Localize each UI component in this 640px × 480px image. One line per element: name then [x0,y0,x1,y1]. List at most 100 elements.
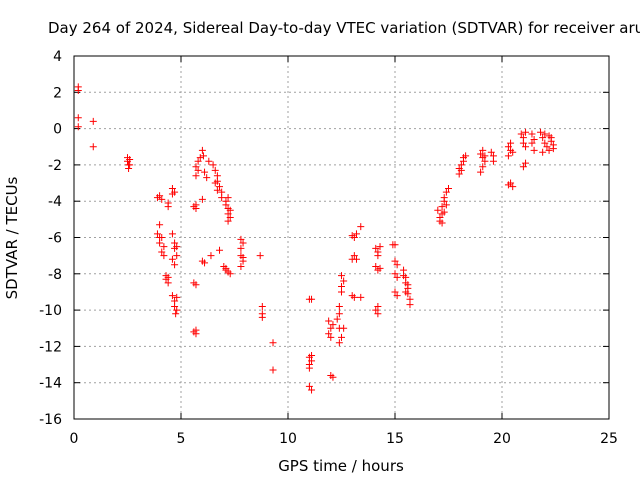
data-point [160,243,168,251]
y-tick-label: -10 [39,303,62,319]
data-point [372,306,380,314]
data-point [333,315,341,323]
data-point [489,157,497,165]
data-point [237,235,245,243]
data-point [393,292,401,300]
data-point [357,223,365,231]
data-point [442,188,450,196]
data-point [479,146,487,154]
y-tick-label: 4 [53,49,62,65]
grid-lines [74,56,609,419]
data-point [201,168,209,176]
data-point [325,330,333,338]
data-point [269,366,277,374]
x-tick-label: 20 [493,431,511,447]
data-point [522,143,530,151]
y-tick-label: -16 [39,412,62,428]
data-point [222,264,230,272]
data-point [74,123,82,131]
data-point [338,333,345,341]
data-point [192,163,200,171]
data-point [194,166,202,174]
tick-labels: 0 5 10 15 20 25 -16 -14 -12 -10 -8 -6 -4 -2 0 2 4 [39,49,618,447]
data-point [545,146,553,154]
data-point [160,252,168,260]
data-point [329,321,337,329]
data-point [530,135,538,143]
data-point [194,157,202,165]
data-point [329,373,337,381]
data-point [158,234,166,241]
data-point [462,152,470,160]
data-point [196,154,204,162]
data-point [211,179,219,187]
data-point [391,270,399,278]
data-point [226,206,234,214]
data-point [207,252,215,260]
data-point [211,166,219,174]
data-point [393,261,401,269]
data-point [372,263,380,271]
data-point [406,301,414,309]
data-point [224,210,232,218]
data-point [168,292,176,300]
data-point [519,139,527,147]
data-point [350,252,358,260]
data-point [543,143,551,151]
data-point [479,163,487,171]
data-point [325,317,333,325]
data-point [537,128,545,136]
data-point [237,263,245,271]
data-point [522,159,530,167]
data-point [74,114,82,122]
data-point [164,203,172,211]
data-point [216,246,224,254]
data-point [541,139,549,147]
y-tick-label: -6 [48,231,62,247]
data-point [239,253,247,261]
data-point [89,143,97,151]
data-point [440,194,448,202]
data-point [402,288,410,296]
data-point [335,339,343,347]
data-point [509,183,517,191]
data-point [327,324,335,332]
y-tick-label: -8 [48,267,62,283]
data-point [158,248,166,256]
data-point [269,339,277,347]
y-tick-label: -4 [48,194,62,210]
data-point [158,195,166,203]
data-point [440,208,448,216]
data-point [305,382,313,390]
data-point [338,283,345,291]
data-point [487,148,495,156]
data-point [192,326,200,334]
data-point [477,150,485,158]
data-point [350,293,358,301]
data-point [376,264,384,272]
data-point [393,273,401,281]
y-tick-label: -2 [48,158,62,174]
data-point [237,244,245,252]
data-point [172,310,180,318]
data-point [308,351,316,359]
chart-title: Day 264 of 2024, Sidereal Day-to-day VTE… [48,19,640,37]
data-point [530,146,538,154]
data-point [205,157,213,165]
data-point [74,86,82,94]
data-point [374,302,382,310]
data-point [352,255,360,263]
data-point [507,139,515,147]
data-point [445,184,452,192]
data-point [198,146,206,154]
data-point [156,239,164,247]
data-point [338,272,345,280]
data-point [335,310,343,318]
data-point [308,295,316,303]
data-point [374,310,382,318]
data-point [504,152,512,160]
data-point [357,293,365,301]
data-point [509,148,517,156]
data-point [549,141,557,149]
